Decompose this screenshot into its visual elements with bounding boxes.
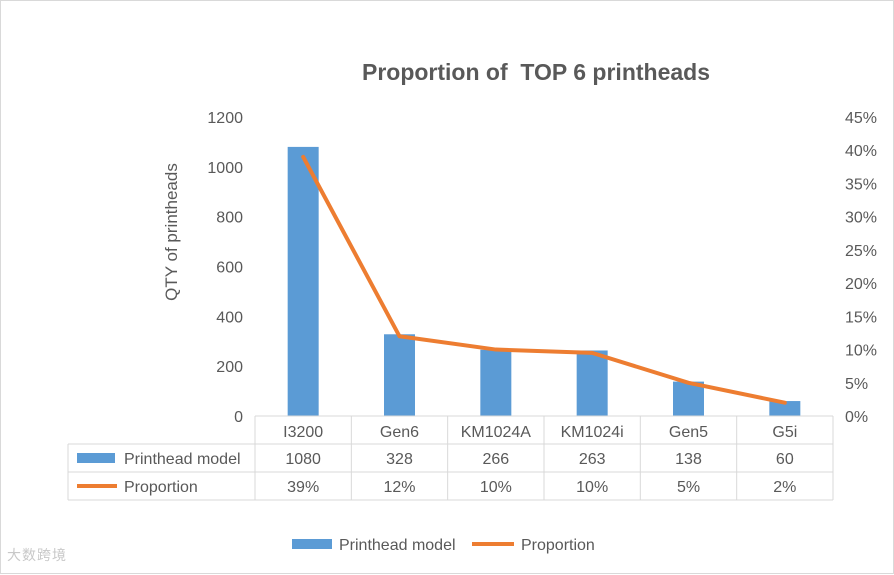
data-label: 10% (480, 479, 512, 496)
line-point-KM1024A (495, 349, 497, 351)
data-label: 12% (383, 479, 415, 496)
line-point-Gen5 (688, 382, 689, 384)
y-tick-label: 1000 (207, 160, 243, 177)
y2-tick-label: 40% (845, 143, 877, 160)
y-tick-label: 600 (216, 260, 243, 277)
y-tick-label: 1200 (207, 110, 243, 127)
x-tick-label: Gen5 (669, 424, 708, 441)
y2-tick-label: 0% (845, 409, 868, 426)
data-label: 5% (677, 479, 700, 496)
bar-Gen5 (673, 381, 704, 416)
line-point-KM1024i (591, 352, 593, 354)
legend-label: Proportion (521, 537, 595, 554)
data-label: 1080 (285, 451, 321, 468)
data-label: 138 (675, 451, 702, 468)
plot-area: 0 200 400 600 800 1000 1200 0% 5% 10% 15% 20% 25% 30%… (207, 110, 877, 426)
bar-I3200 (287, 146, 319, 416)
legend-label: Printhead model (339, 537, 456, 554)
y2-tick-label: 20% (845, 276, 877, 293)
data-table: I3200 Gen6 KM1024A KM1024i Gen5 G5i Printhead … (67, 415, 834, 501)
data-label: 10% (576, 479, 608, 496)
y2-tick-label: 15% (845, 309, 877, 326)
line-point-G5i (784, 402, 786, 404)
y2-tick-label: 10% (845, 343, 877, 360)
table-row-label: Proportion (124, 479, 198, 496)
legend-key-bar (292, 539, 332, 549)
table-row-label: Printhead model (124, 451, 241, 468)
x-tick-label: KM1024i (561, 424, 624, 441)
bar-Gen6 (384, 334, 415, 416)
y2-tick-label: 35% (845, 176, 877, 193)
data-label: 39% (287, 479, 319, 496)
chart-title: Proportion of TOP 6 printheads (362, 59, 710, 85)
y2-tick-label: 25% (845, 243, 877, 260)
x-tick-label: G5i (772, 424, 797, 441)
x-tick-label: KM1024A (461, 424, 532, 441)
data-label: 2% (773, 479, 796, 496)
legend: Printhead model Proportion (292, 537, 595, 554)
line-point-I3200 (302, 156, 304, 158)
y-axis-label: QTY of printheads (162, 163, 181, 301)
bar-KM1024i (576, 350, 608, 416)
y-tick-label: 200 (216, 359, 243, 376)
data-label: 328 (386, 451, 413, 468)
data-label: 60 (776, 451, 794, 468)
y2-tick-label: 45% (845, 110, 877, 127)
y-tick-label: 0 (234, 409, 243, 426)
line-point-Gen6 (399, 335, 400, 337)
x-tick-label: I3200 (283, 424, 323, 441)
y2-tick-label: 30% (845, 210, 877, 227)
data-label: 266 (482, 451, 509, 468)
y2-tick-label: 5% (845, 376, 868, 393)
table-key-bar (77, 453, 115, 463)
y-tick-label: 800 (216, 210, 243, 227)
x-tick-label: Gen6 (380, 424, 419, 441)
watermark: 大数跨境 (7, 547, 67, 563)
bar-G5i (769, 401, 801, 416)
y-tick-label: 400 (216, 309, 243, 326)
data-label: 263 (579, 451, 606, 468)
proportion-line (301, 154, 787, 405)
bar-KM1024A (480, 349, 512, 416)
